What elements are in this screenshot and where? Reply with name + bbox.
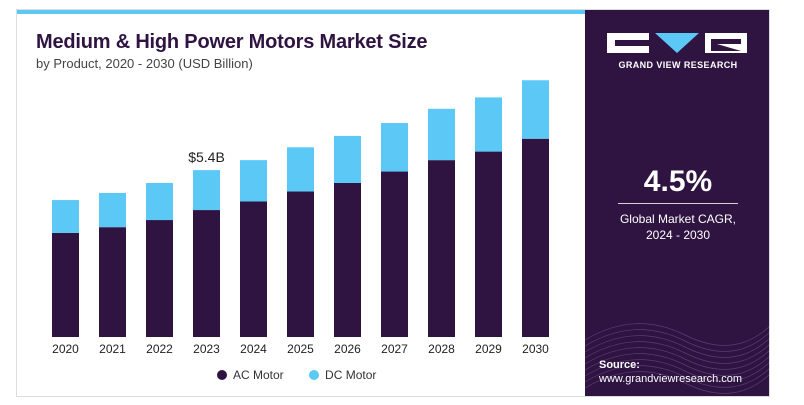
bar-ac-motor-2023 [193,210,220,337]
source-note: Source: www.grandviewresearch.com [599,358,742,386]
grand-view-research-logo [607,33,747,53]
bar-dc-motor-2027 [381,123,408,172]
legend-item-dc-motor: DC Motor [309,368,376,382]
decorative-waves [585,323,769,394]
source-label: Source: [599,359,640,371]
bar-ac-motor-2020 [52,232,79,337]
bar-dc-motor-2021 [99,192,126,228]
chart-subtitle: by Product, 2020 - 2030 (USD Billion) [36,56,253,71]
cagr-label: Global Market CAGR, 2024 - 2030 [585,211,769,243]
bar-dc-motor-2023 [193,170,220,211]
bar-dc-motor-2025 [287,147,314,192]
bar-dc-motor-2030 [522,80,549,139]
bar-dc-motor-2026 [334,135,361,183]
x-tick-label-2024: 2024 [240,342,267,356]
x-tick-label-2027: 2027 [381,342,408,356]
source-url[interactable]: www.grandviewresearch.com [599,373,743,385]
x-tick-label-2023: 2023 [193,342,220,356]
bar-ac-motor-2024 [240,201,267,337]
x-tick-label-2026: 2026 [334,342,361,356]
x-tick-label-2029: 2029 [475,342,502,356]
bar-ac-motor-2030 [522,138,549,337]
cagr-divider [618,203,738,204]
bar-ac-motor-2028 [428,160,455,337]
legend-item-ac-motor: AC Motor [217,368,284,382]
x-tick-label-2030: 2030 [522,342,549,356]
x-tick-label-2028: 2028 [428,342,455,356]
legend-label-ac-motor: AC Motor [233,368,284,382]
x-tick-label-2022: 2022 [146,342,173,356]
x-tick-label-2020: 2020 [52,342,79,356]
chart-legend: AC Motor DC Motor [217,368,398,383]
legend-label-dc-motor: DC Motor [325,368,377,382]
legend-swatch-dc-motor [309,370,320,380]
x-tick-label-2025: 2025 [287,342,314,356]
chart-title: Medium & High Power Motors Market Size [36,31,428,53]
bar-ac-motor-2026 [334,182,361,337]
bar-ac-motor-2029 [475,151,502,337]
bar-ac-motor-2021 [99,227,126,337]
x-tick-label-2021: 2021 [99,342,126,356]
bar-dc-motor-2022 [146,182,173,221]
cagr-label-line1: Global Market CAGR, [619,212,737,226]
cagr-label-line2: 2024 - 2030 [645,228,711,242]
brand-name: GRAND VIEW RESEARCH [618,60,738,70]
bar-dc-motor-2024 [240,160,267,202]
bar-dc-motor-2029 [475,97,502,152]
side-panel: GRAND VIEW RESEARCH 4.5% Global Market C… [585,10,769,396]
data-label-2023: $5.4B [188,149,225,165]
legend-swatch-ac-motor [217,370,227,380]
chart-plot: 2020 2021 2022 2023 2024 2025 2026 2027 2028 2029… [52,80,549,356]
bar-ac-motor-2025 [287,191,314,337]
bar-dc-motor-2020 [52,200,79,233]
cagr-value: 4.5% [643,165,713,198]
bar-dc-motor-2028 [428,108,455,161]
accent-bar [17,10,585,14]
bar-ac-motor-2022 [146,220,173,337]
bar-ac-motor-2027 [381,171,408,337]
chart-card: Medium & High Power Motors Market Size b… [16,9,770,397]
